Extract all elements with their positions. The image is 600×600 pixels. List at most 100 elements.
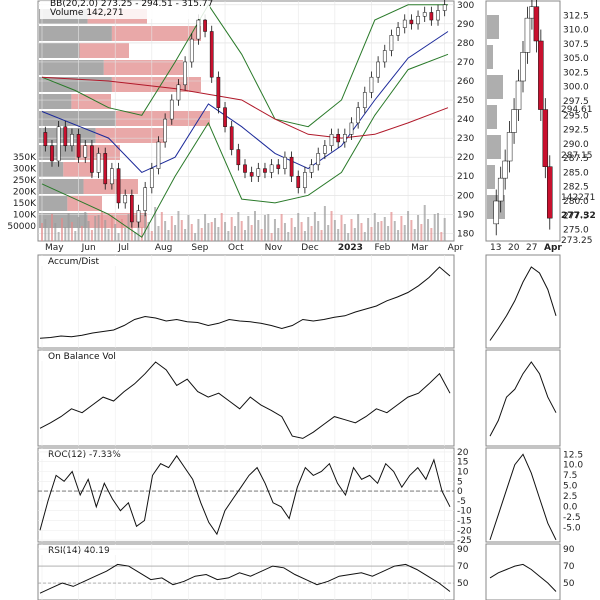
- volume-tick-label: 350K: [13, 153, 37, 163]
- candle-body: [90, 145, 94, 173]
- bb-legend: BB(20,2.0) 273.25 - 294.51 - 315.77: [50, 0, 213, 9]
- volume-bar: [360, 223, 363, 241]
- volume-bar: [84, 212, 87, 241]
- volume-profile-down: [39, 26, 112, 41]
- roc-zoom-tick-label: -5.0: [563, 523, 581, 533]
- candle-body: [376, 61, 380, 78]
- volume-legend: Volume 142,271: [50, 8, 124, 18]
- price-tick-label: 280: [457, 39, 474, 49]
- obv-zoom-frame: [485, 349, 561, 447]
- candle-body: [276, 164, 281, 169]
- price-tick-label: 210: [457, 172, 474, 182]
- volume-bar: [340, 215, 343, 241]
- volume-bar: [124, 228, 127, 241]
- roc-tick-label: 10: [457, 468, 469, 478]
- roc-tick-label: -20: [457, 526, 472, 536]
- volume-bar: [427, 219, 430, 241]
- volume-profile-down: [39, 196, 68, 211]
- volume-bar: [234, 226, 237, 241]
- volume-bar: [207, 223, 210, 241]
- zoom-candle-body: [524, 17, 531, 53]
- volume-bar: [167, 230, 170, 241]
- volume-bar: [317, 221, 320, 241]
- candle-body: [236, 149, 241, 166]
- candle-body: [256, 168, 261, 177]
- roc-tick-label: -15: [457, 516, 472, 526]
- candle-body: [283, 156, 287, 169]
- zoom-tick-label: 305.0: [563, 54, 589, 64]
- volume-bar: [157, 226, 160, 241]
- candle-body: [422, 12, 427, 17]
- candle-body: [56, 126, 61, 162]
- volume-bar: [387, 226, 390, 241]
- price-tick-label: 270: [457, 58, 474, 68]
- candle-body: [209, 31, 214, 78]
- volume-bar: [60, 218, 63, 241]
- candle-body: [136, 210, 141, 223]
- candle-body: [183, 61, 187, 86]
- rsi-zoom-line: [489, 563, 557, 592]
- volume-bar: [423, 205, 426, 241]
- candle-body: [229, 126, 234, 150]
- volume-tick-label: 200K: [13, 188, 37, 198]
- volume-bar: [97, 215, 100, 241]
- zoom-candle-body: [547, 166, 553, 219]
- volume-bar: [443, 218, 446, 241]
- rsi-title: RSI(14) 40.19: [48, 546, 110, 556]
- volume-bar: [80, 226, 83, 241]
- price-tick-label: 230: [457, 134, 474, 144]
- volume-bar: [250, 225, 253, 241]
- roc-tick-label: 15: [457, 458, 468, 468]
- candle-body: [163, 118, 167, 143]
- volume-bar: [313, 212, 316, 241]
- sma-200-line: [41, 76, 449, 139]
- zoom-x-axis: 13 20 27 Apr: [490, 243, 562, 253]
- candle-body: [349, 122, 354, 135]
- volume-profile-up: [83, 179, 138, 194]
- volume-profile-down: [39, 128, 96, 143]
- volume-bar: [130, 223, 133, 241]
- volume-profile-down: [39, 111, 116, 126]
- volume-bar: [350, 219, 353, 241]
- volume-bar: [187, 215, 190, 241]
- volume-profile-up: [103, 60, 183, 75]
- candle-body: [323, 145, 327, 154]
- price-x-tick-label: Feb: [374, 243, 390, 253]
- zoom-tick-label: 280.0: [563, 197, 589, 207]
- price-x-tick-label: Jul: [117, 243, 129, 253]
- obv-line: [39, 361, 451, 439]
- volume-bar: [87, 221, 90, 241]
- volume-bar: [407, 211, 410, 241]
- zoom-volume-profile-bar: [487, 165, 495, 189]
- volume-bar: [377, 222, 380, 241]
- volume-bar: [343, 224, 346, 241]
- volume-bar: [280, 214, 283, 241]
- title-bg: [40, 256, 150, 266]
- volume-bar: [320, 230, 323, 241]
- rsi-line: [39, 563, 451, 594]
- volume-bar: [120, 219, 123, 241]
- zoom-tick-label: 310.0: [563, 26, 589, 36]
- volume-bar: [263, 215, 266, 241]
- volume-bar: [200, 228, 203, 241]
- candle-body: [249, 172, 254, 177]
- candle-body: [243, 164, 247, 173]
- rsi-zoom-tick-label: 70: [563, 562, 575, 572]
- volume-bars: [41, 205, 446, 241]
- volume-bar: [393, 221, 396, 241]
- volume-profile-down: [39, 60, 104, 75]
- volume-bar: [214, 218, 217, 241]
- zoom-price-panel: 275.0 277.5 280.0 282.5 285.0 287.5 290.0 292.5…: [485, 0, 596, 253]
- volume-bar: [440, 232, 443, 241]
- volume-bar: [357, 214, 360, 241]
- roc-tick-label: -10: [457, 507, 472, 517]
- price-x-tick-label: Dec: [301, 243, 318, 253]
- roc-zoom-tick-label: 7.5: [563, 471, 577, 481]
- volume-bar: [64, 227, 67, 241]
- candle-body: [309, 164, 314, 173]
- volume-bar: [230, 217, 233, 241]
- zoom-candle-body: [538, 40, 544, 110]
- roc-zoom-tick-label: 0.0: [563, 502, 578, 512]
- price-tick-label: 220: [457, 153, 474, 163]
- candle-body: [103, 153, 108, 185]
